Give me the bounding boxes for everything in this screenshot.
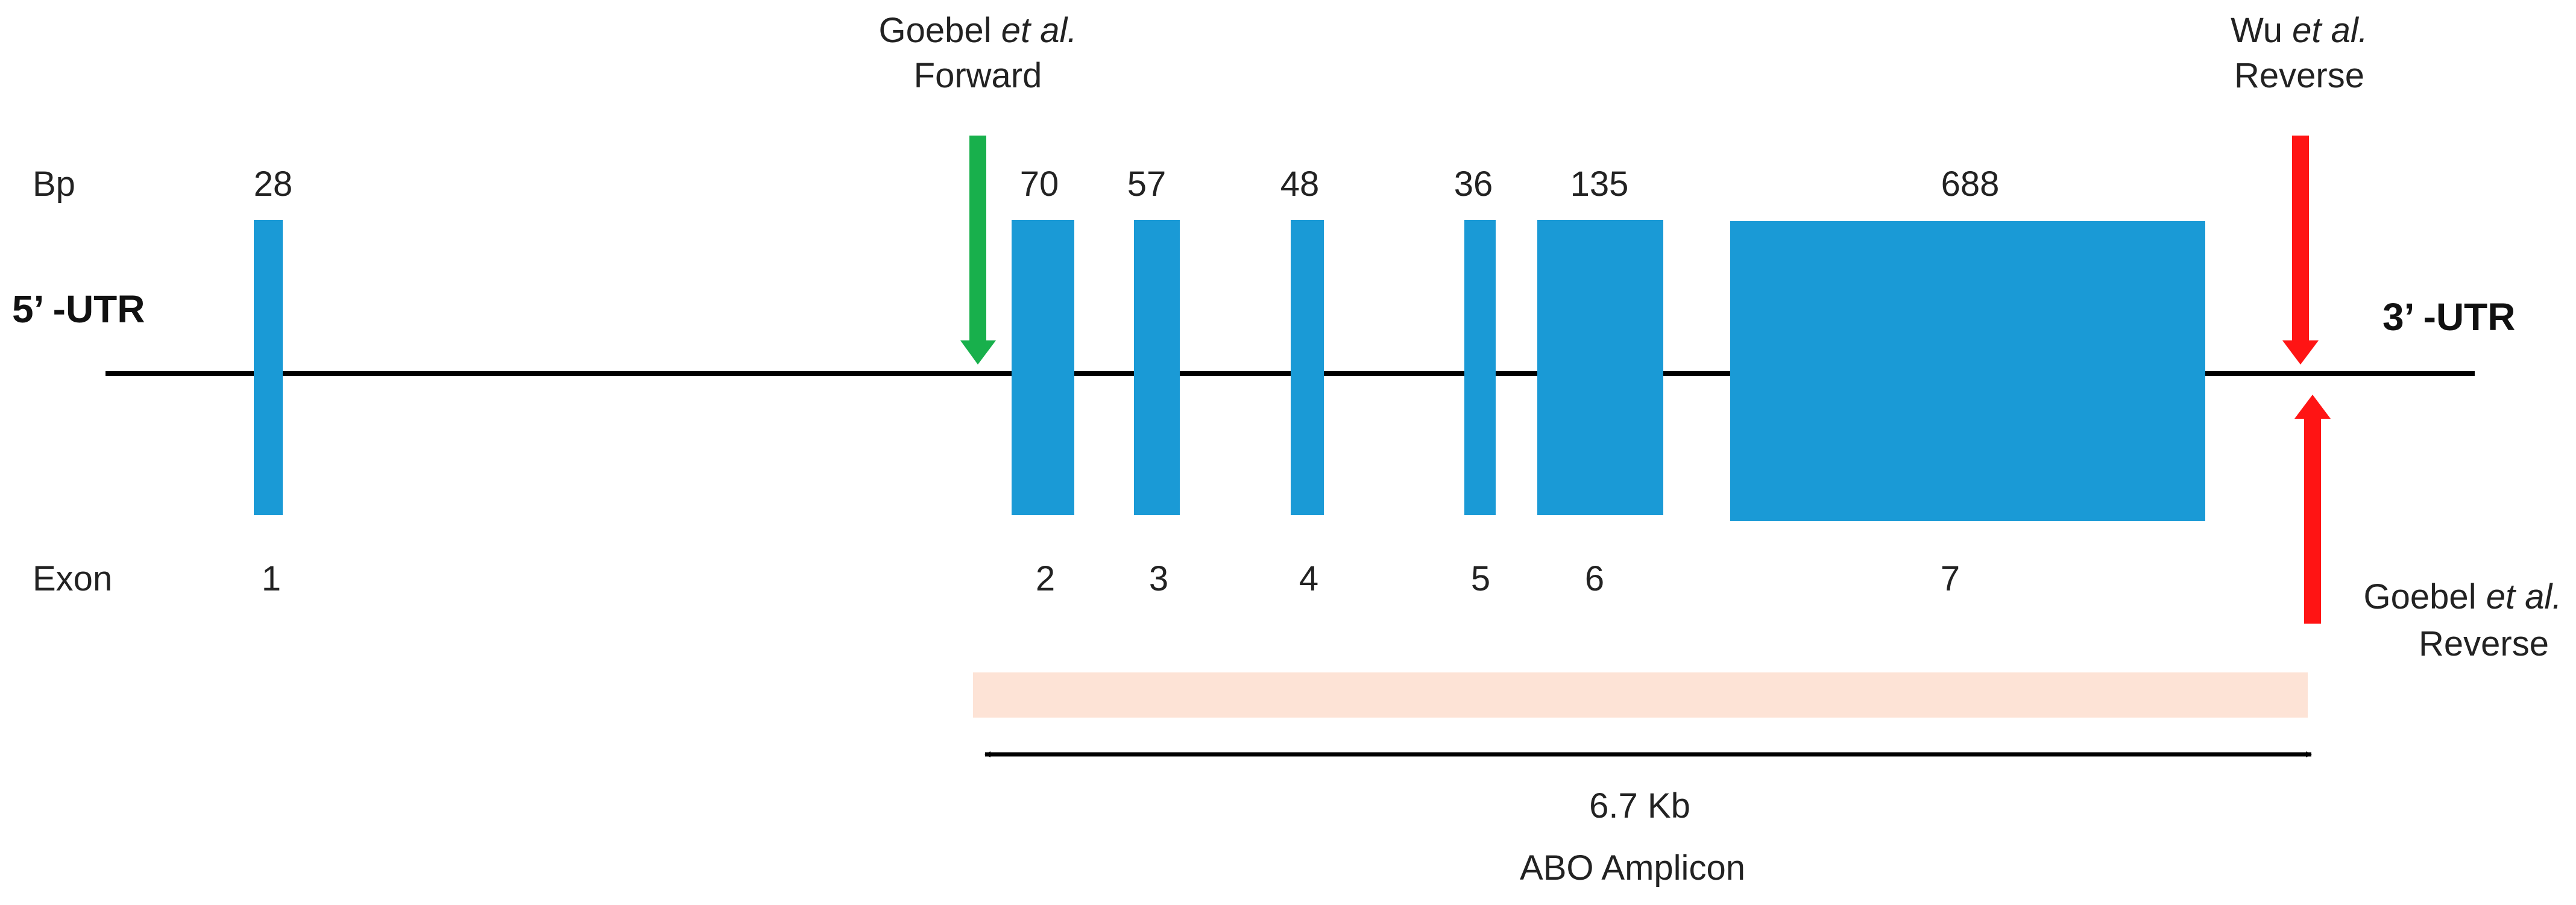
exon-3-bp: 57 [1127, 164, 1167, 204]
abo-amplicon: 6.7 Kb ABO Amplicon [973, 672, 2312, 888]
amplicon-band [973, 672, 2308, 718]
exon-5-number: 5 [1471, 559, 1490, 598]
bp-values: 28 70 57 48 36 135 688 [254, 164, 2000, 204]
exon-1-number: 1 [262, 559, 281, 598]
exon-4-bp: 48 [1280, 164, 1320, 204]
exon-2-block [1012, 220, 1074, 515]
exon-5-block [1464, 220, 1496, 515]
goebel-reverse-primer: Goebel et al. Reverse [2294, 395, 2562, 663]
exon-numbers: 1 2 3 4 5 6 7 [262, 559, 1960, 598]
bp-row-label: Bp [33, 164, 75, 204]
exon-7-bp: 688 [1941, 164, 2000, 204]
wu-reverse-direction: Reverse [2234, 56, 2364, 95]
exon-4-number: 4 [1299, 559, 1318, 598]
exon-blocks [254, 220, 2205, 521]
reverse-arrow-up-icon [2294, 395, 2331, 624]
exon-6-bp: 135 [1570, 164, 1629, 204]
goebel-forward-direction: Forward [914, 56, 1042, 95]
exon-6-number: 6 [1585, 559, 1604, 598]
goebel-reverse-author: Goebel et al. [2364, 577, 2562, 616]
exon-2-number: 2 [1036, 559, 1055, 598]
five-prime-utr-label: 5’ -UTR [12, 287, 145, 331]
wu-reverse-author: Wu et al. [2231, 11, 2368, 50]
exon-2-bp: 70 [1020, 164, 1059, 204]
exon-1-block [254, 220, 283, 515]
exon-row-label: Exon [33, 559, 112, 598]
amplicon-name-label: ABO Amplicon [1520, 848, 1745, 888]
goebel-forward-primer: Goebel et al. Forward [879, 11, 1077, 365]
exon-1-bp: 28 [254, 164, 293, 204]
exon-3-block [1134, 220, 1180, 515]
reverse-arrow-down-icon [2282, 136, 2319, 365]
goebel-reverse-direction: Reverse [2419, 624, 2549, 663]
three-prime-utr-label: 3’ -UTR [2382, 295, 2515, 339]
goebel-forward-author: Goebel et al. [879, 11, 1077, 50]
amplicon-size-label: 6.7 Kb [1589, 786, 1690, 825]
exon-7-number: 7 [1941, 559, 1960, 598]
exon-5-bp: 36 [1454, 164, 1493, 204]
exon-4-block [1291, 220, 1324, 515]
wu-reverse-primer: Wu et al. Reverse [2231, 11, 2368, 365]
exon-7-block [1730, 221, 2205, 521]
forward-arrow-icon [960, 136, 996, 365]
exon-6-block [1537, 220, 1663, 515]
exon-3-number: 3 [1149, 559, 1168, 598]
